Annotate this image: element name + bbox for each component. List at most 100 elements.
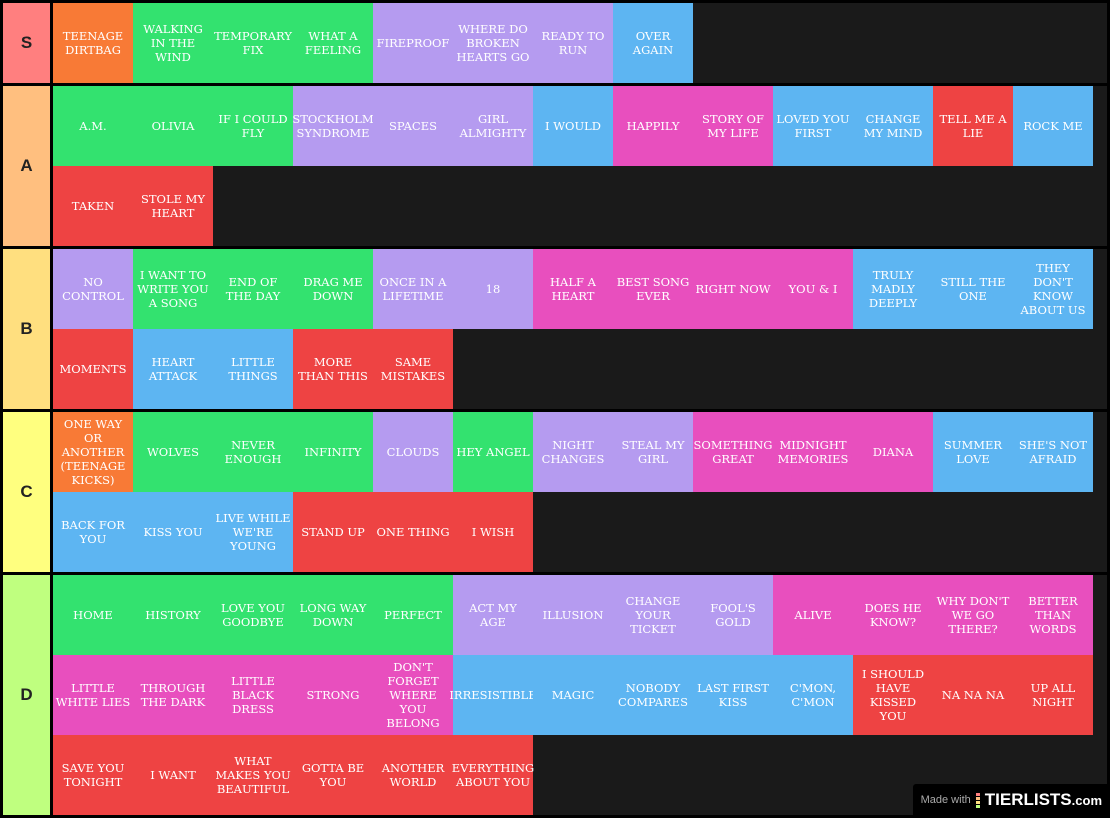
tier-item[interactable]: ONE THING <box>373 492 453 572</box>
tier-item[interactable]: YOU & I <box>773 249 853 329</box>
tier-item[interactable]: STOCKHOLM SYNDROME <box>292 86 374 166</box>
tier-item[interactable]: WOLVES <box>133 412 213 492</box>
tier-item[interactable]: TAKEN <box>53 166 133 246</box>
tier-item[interactable]: ACT MY AGE <box>453 575 533 655</box>
tier-item[interactable]: LONG WAY DOWN <box>293 575 373 655</box>
tier-item[interactable]: SUMMER LOVE <box>933 412 1013 492</box>
tier-item[interactable]: OLIVIA <box>133 86 213 166</box>
tier-items[interactable]: HOME HISTORY LOVE YOU GOODBYE LONG WAY DOWN… <box>53 575 1107 815</box>
tier-item[interactable]: NOBODY COMPARES <box>613 655 693 735</box>
tier-item[interactable]: ROCK ME <box>1013 86 1093 166</box>
tier-item[interactable]: I WOULD <box>533 86 613 166</box>
tier-item[interactable]: LAST FIRST KISS <box>693 655 773 735</box>
tier-item[interactable]: STEAL MY GIRL <box>613 412 693 492</box>
tier-item[interactable]: I WANT <box>133 735 213 815</box>
tier-item[interactable]: ILLUSION <box>533 575 613 655</box>
tier-item[interactable]: DRAG ME DOWN <box>293 249 373 329</box>
tier-item[interactable]: LITTLE WHITE LIES <box>53 655 133 735</box>
tier-item[interactable]: I WISH <box>453 492 533 572</box>
tier-item[interactable]: LITTLE THINGS <box>213 329 293 409</box>
tier-item[interactable]: TELL ME A LIE <box>933 86 1013 166</box>
tier-item[interactable]: HEY ANGEL <box>453 412 533 492</box>
tier-item[interactable]: STAND UP <box>293 492 373 572</box>
tier-item[interactable]: NIGHT CHANGES <box>533 412 613 492</box>
tier-item[interactable]: WHERE DO BROKEN HEARTS GO <box>453 3 533 83</box>
tier-item[interactable]: CHANGE MY MIND <box>853 86 933 166</box>
tier-label[interactable]: D <box>3 575 50 815</box>
tier-item[interactable]: MOMENTS <box>53 329 133 409</box>
tier-item[interactable]: ALIVE <box>773 575 853 655</box>
tier-item[interactable]: NO CONTROL <box>53 249 133 329</box>
tier-item[interactable]: NEVER ENOUGH <box>213 412 293 492</box>
tier-item[interactable]: A.M. <box>53 86 133 166</box>
tier-item[interactable]: CHANGE YOUR TICKET <box>613 575 693 655</box>
tier-item[interactable]: LITTLE BLACK DRESS <box>213 655 293 735</box>
tier-item[interactable]: BEST SONG EVER <box>613 249 693 329</box>
tier-item[interactable]: RIGHT NOW <box>693 249 773 329</box>
tier-item[interactable]: WHY DON'T WE GO THERE? <box>933 575 1013 655</box>
tier-item[interactable]: MIDNIGHT MEMORIES <box>773 412 853 492</box>
tier-item[interactable]: IRRESISTIBLE <box>449 655 537 735</box>
tier-label[interactable]: C <box>3 412 50 572</box>
tier-item[interactable]: READY TO RUN <box>533 3 613 83</box>
tier-item[interactable]: ONE WAY OR ANOTHER (TEENAGE KICKS) <box>53 412 133 492</box>
tier-item[interactable]: SOMETHING GREAT <box>693 412 773 492</box>
tier-item[interactable]: WALKING IN THE WIND <box>133 3 213 83</box>
tier-item[interactable]: I WANT TO WRITE YOU A SONG <box>133 249 213 329</box>
tier-item[interactable]: SHE'S NOT AFRAID <box>1013 412 1093 492</box>
tier-item[interactable]: LIVE WHILE WE'RE YOUNG <box>213 492 293 572</box>
tier-item[interactable]: STILL THE ONE <box>933 249 1013 329</box>
tier-item[interactable]: UP ALL NIGHT <box>1013 655 1093 735</box>
tier-item[interactable]: HOME <box>53 575 133 655</box>
tier-item[interactable]: ANOTHER WORLD <box>373 735 453 815</box>
tier-item[interactable]: TEMPORARY FIX <box>213 3 293 83</box>
tier-item[interactable]: SPACES <box>373 86 453 166</box>
tier-item[interactable]: KISS YOU <box>133 492 213 572</box>
tier-item[interactable]: OVER AGAIN <box>613 3 693 83</box>
tier-item[interactable]: MAGIC <box>533 655 613 735</box>
tier-item[interactable]: TRULY MADLY DEEPLY <box>853 249 933 329</box>
tier-item[interactable]: PERFECT <box>373 575 453 655</box>
tier-item[interactable]: 18 <box>453 249 533 329</box>
tier-item[interactable]: DON'T FORGET WHERE YOU BELONG <box>373 655 453 735</box>
tier-items[interactable]: TEENAGE DIRTBAG WALKING IN THE WIND TEMPOR… <box>53 3 1107 83</box>
tier-items[interactable]: NO CONTROL I WANT TO WRITE YOU A SONG END … <box>53 249 1107 409</box>
tier-item[interactable]: THEY DON'T KNOW ABOUT US <box>1013 249 1093 329</box>
tier-item[interactable]: WHAT MAKES YOU BEAUTIFUL <box>213 735 293 815</box>
tier-item[interactable]: THROUGH THE DARK <box>133 655 213 735</box>
tier-item[interactable]: SAME MISTAKES <box>373 329 453 409</box>
tier-item[interactable]: DOES HE KNOW? <box>853 575 933 655</box>
tier-item[interactable]: BETTER THAN WORDS <box>1013 575 1093 655</box>
tier-item[interactable]: GOTTA BE YOU <box>293 735 373 815</box>
made-with-badge[interactable]: Made with TIERLISTS.com <box>912 784 1108 816</box>
tier-item[interactable]: SAVE YOU TONIGHT <box>53 735 133 815</box>
tier-item[interactable]: HEART ATTACK <box>133 329 213 409</box>
tier-item[interactable]: STORY OF MY LIFE <box>693 86 773 166</box>
tier-item[interactable]: LOVED YOU FIRST <box>773 86 853 166</box>
tier-item[interactable]: STRONG <box>293 655 373 735</box>
tier-item[interactable]: C'MON, C'MON <box>773 655 853 735</box>
tier-label[interactable]: A <box>3 86 50 246</box>
tier-label[interactable]: S <box>3 3 50 83</box>
tier-item[interactable]: EVERYTHING ABOUT YOU <box>452 735 534 815</box>
tier-item[interactable]: HISTORY <box>133 575 213 655</box>
tier-item[interactable]: ONCE IN A LIFETIME <box>373 249 453 329</box>
tier-item[interactable]: I SHOULD HAVE KISSED YOU <box>853 655 933 735</box>
tier-item[interactable]: STOLE MY HEART <box>133 166 213 246</box>
tier-item[interactable]: LOVE YOU GOODBYE <box>213 575 293 655</box>
tier-label[interactable]: B <box>3 249 50 409</box>
tier-items[interactable]: ONE WAY OR ANOTHER (TEENAGE KICKS) WOLVES… <box>53 412 1107 572</box>
tier-item[interactable]: HAPPILY <box>613 86 693 166</box>
tier-item[interactable]: INFINITY <box>293 412 373 492</box>
tier-item[interactable]: TEENAGE DIRTBAG <box>53 3 133 83</box>
tier-item[interactable]: HALF A HEART <box>533 249 613 329</box>
tier-item[interactable]: MORE THAN THIS <box>293 329 373 409</box>
tier-item[interactable]: GIRL ALMIGHTY <box>453 86 533 166</box>
tier-item[interactable]: FIREPROOF <box>373 3 453 83</box>
tier-item[interactable]: NA NA NA <box>933 655 1013 735</box>
tier-item[interactable]: CLOUDS <box>373 412 453 492</box>
tier-item[interactable]: END OF THE DAY <box>213 249 293 329</box>
tier-item[interactable]: IF I COULD FLY <box>213 86 293 166</box>
tier-item[interactable]: WHAT A FEELING <box>293 3 373 83</box>
tier-item[interactable]: FOOL'S GOLD <box>693 575 773 655</box>
